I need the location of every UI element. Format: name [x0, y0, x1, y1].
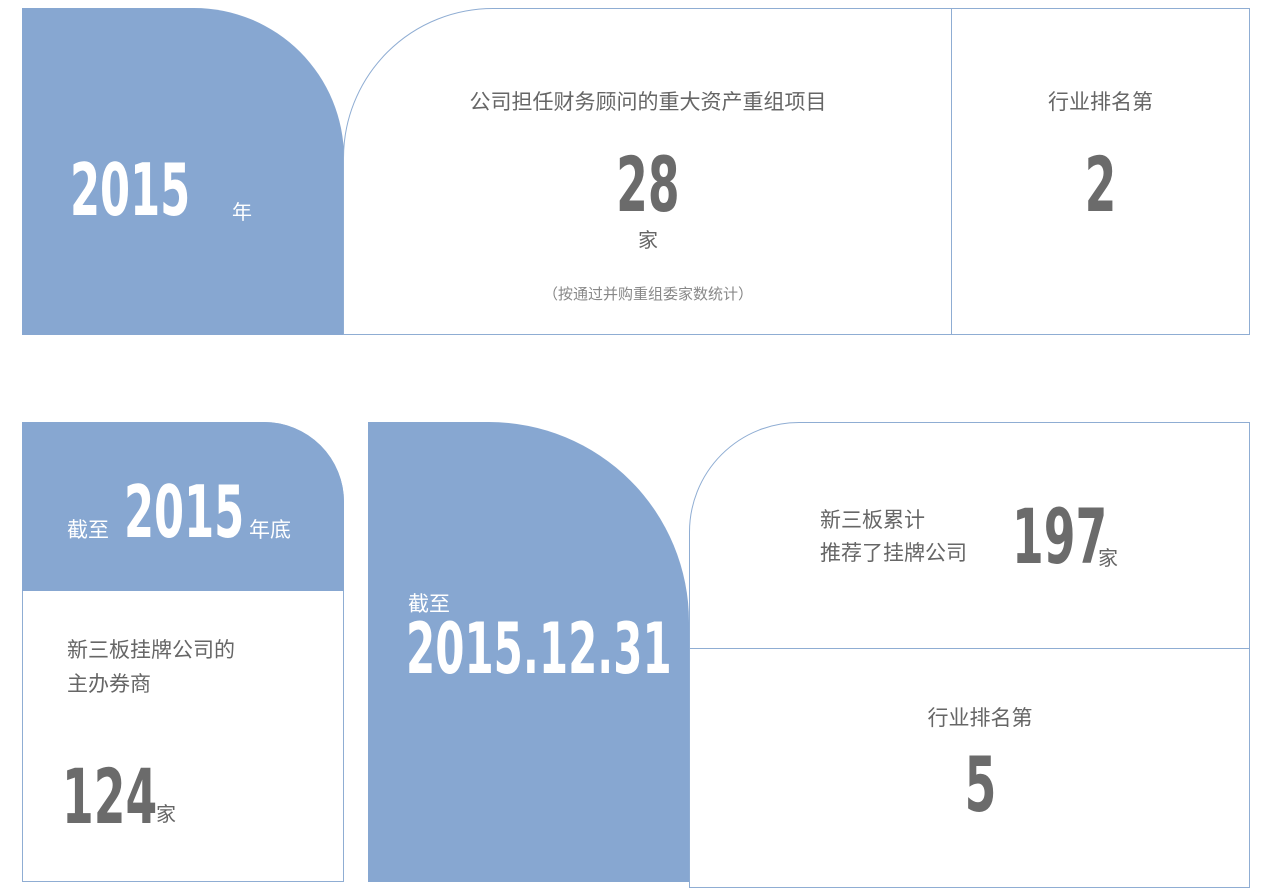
deals-value: 28 [616, 140, 680, 229]
sponsor-unit: 家 [156, 802, 176, 826]
date-prefix: 截至 [408, 592, 450, 616]
recommended-desc: 新三板累计 [820, 508, 925, 532]
sponsor-header [22, 422, 344, 591]
deals-card [343, 8, 953, 335]
sponsor-suffix: 年底 [249, 518, 291, 542]
rank-card [951, 8, 1250, 335]
year: 2015 [70, 148, 191, 232]
year-block [22, 8, 344, 335]
sponsor-desc: 主办券商 [67, 672, 151, 696]
recommended-desc: 推荐了挂牌公司 [820, 541, 967, 565]
year-line: 2015 [70, 148, 270, 232]
sponsor-desc: 新三板挂牌公司的 [67, 638, 235, 662]
deals-unit: 家 [638, 228, 658, 252]
sponsor-prefix: 截至 [67, 518, 109, 542]
date: 2015.12.31 [406, 608, 672, 690]
deals-title: 公司担任财务顾问的重大资产重组项目 [469, 90, 827, 114]
sponsor-value: 124 [62, 752, 158, 841]
sponsor-year: 2015 [124, 470, 245, 554]
recommended-value: 197 [1012, 492, 1108, 581]
date-block [368, 422, 689, 882]
rank-label: 行业排名第 [1048, 90, 1153, 114]
recommended-card [689, 422, 1250, 650]
year-unit: 年 [232, 200, 252, 224]
rank-value-2: 5 [964, 740, 996, 829]
deals-value-line: 28 [343, 140, 953, 229]
rank-card-2 [689, 648, 1250, 888]
recommended-unit: 家 [1098, 546, 1118, 570]
rank-label-2: 行业排名第 [927, 706, 1033, 730]
rank-value: 2 [1084, 140, 1117, 229]
deals-note: （按通过并购重组委家数统计） [542, 285, 753, 303]
